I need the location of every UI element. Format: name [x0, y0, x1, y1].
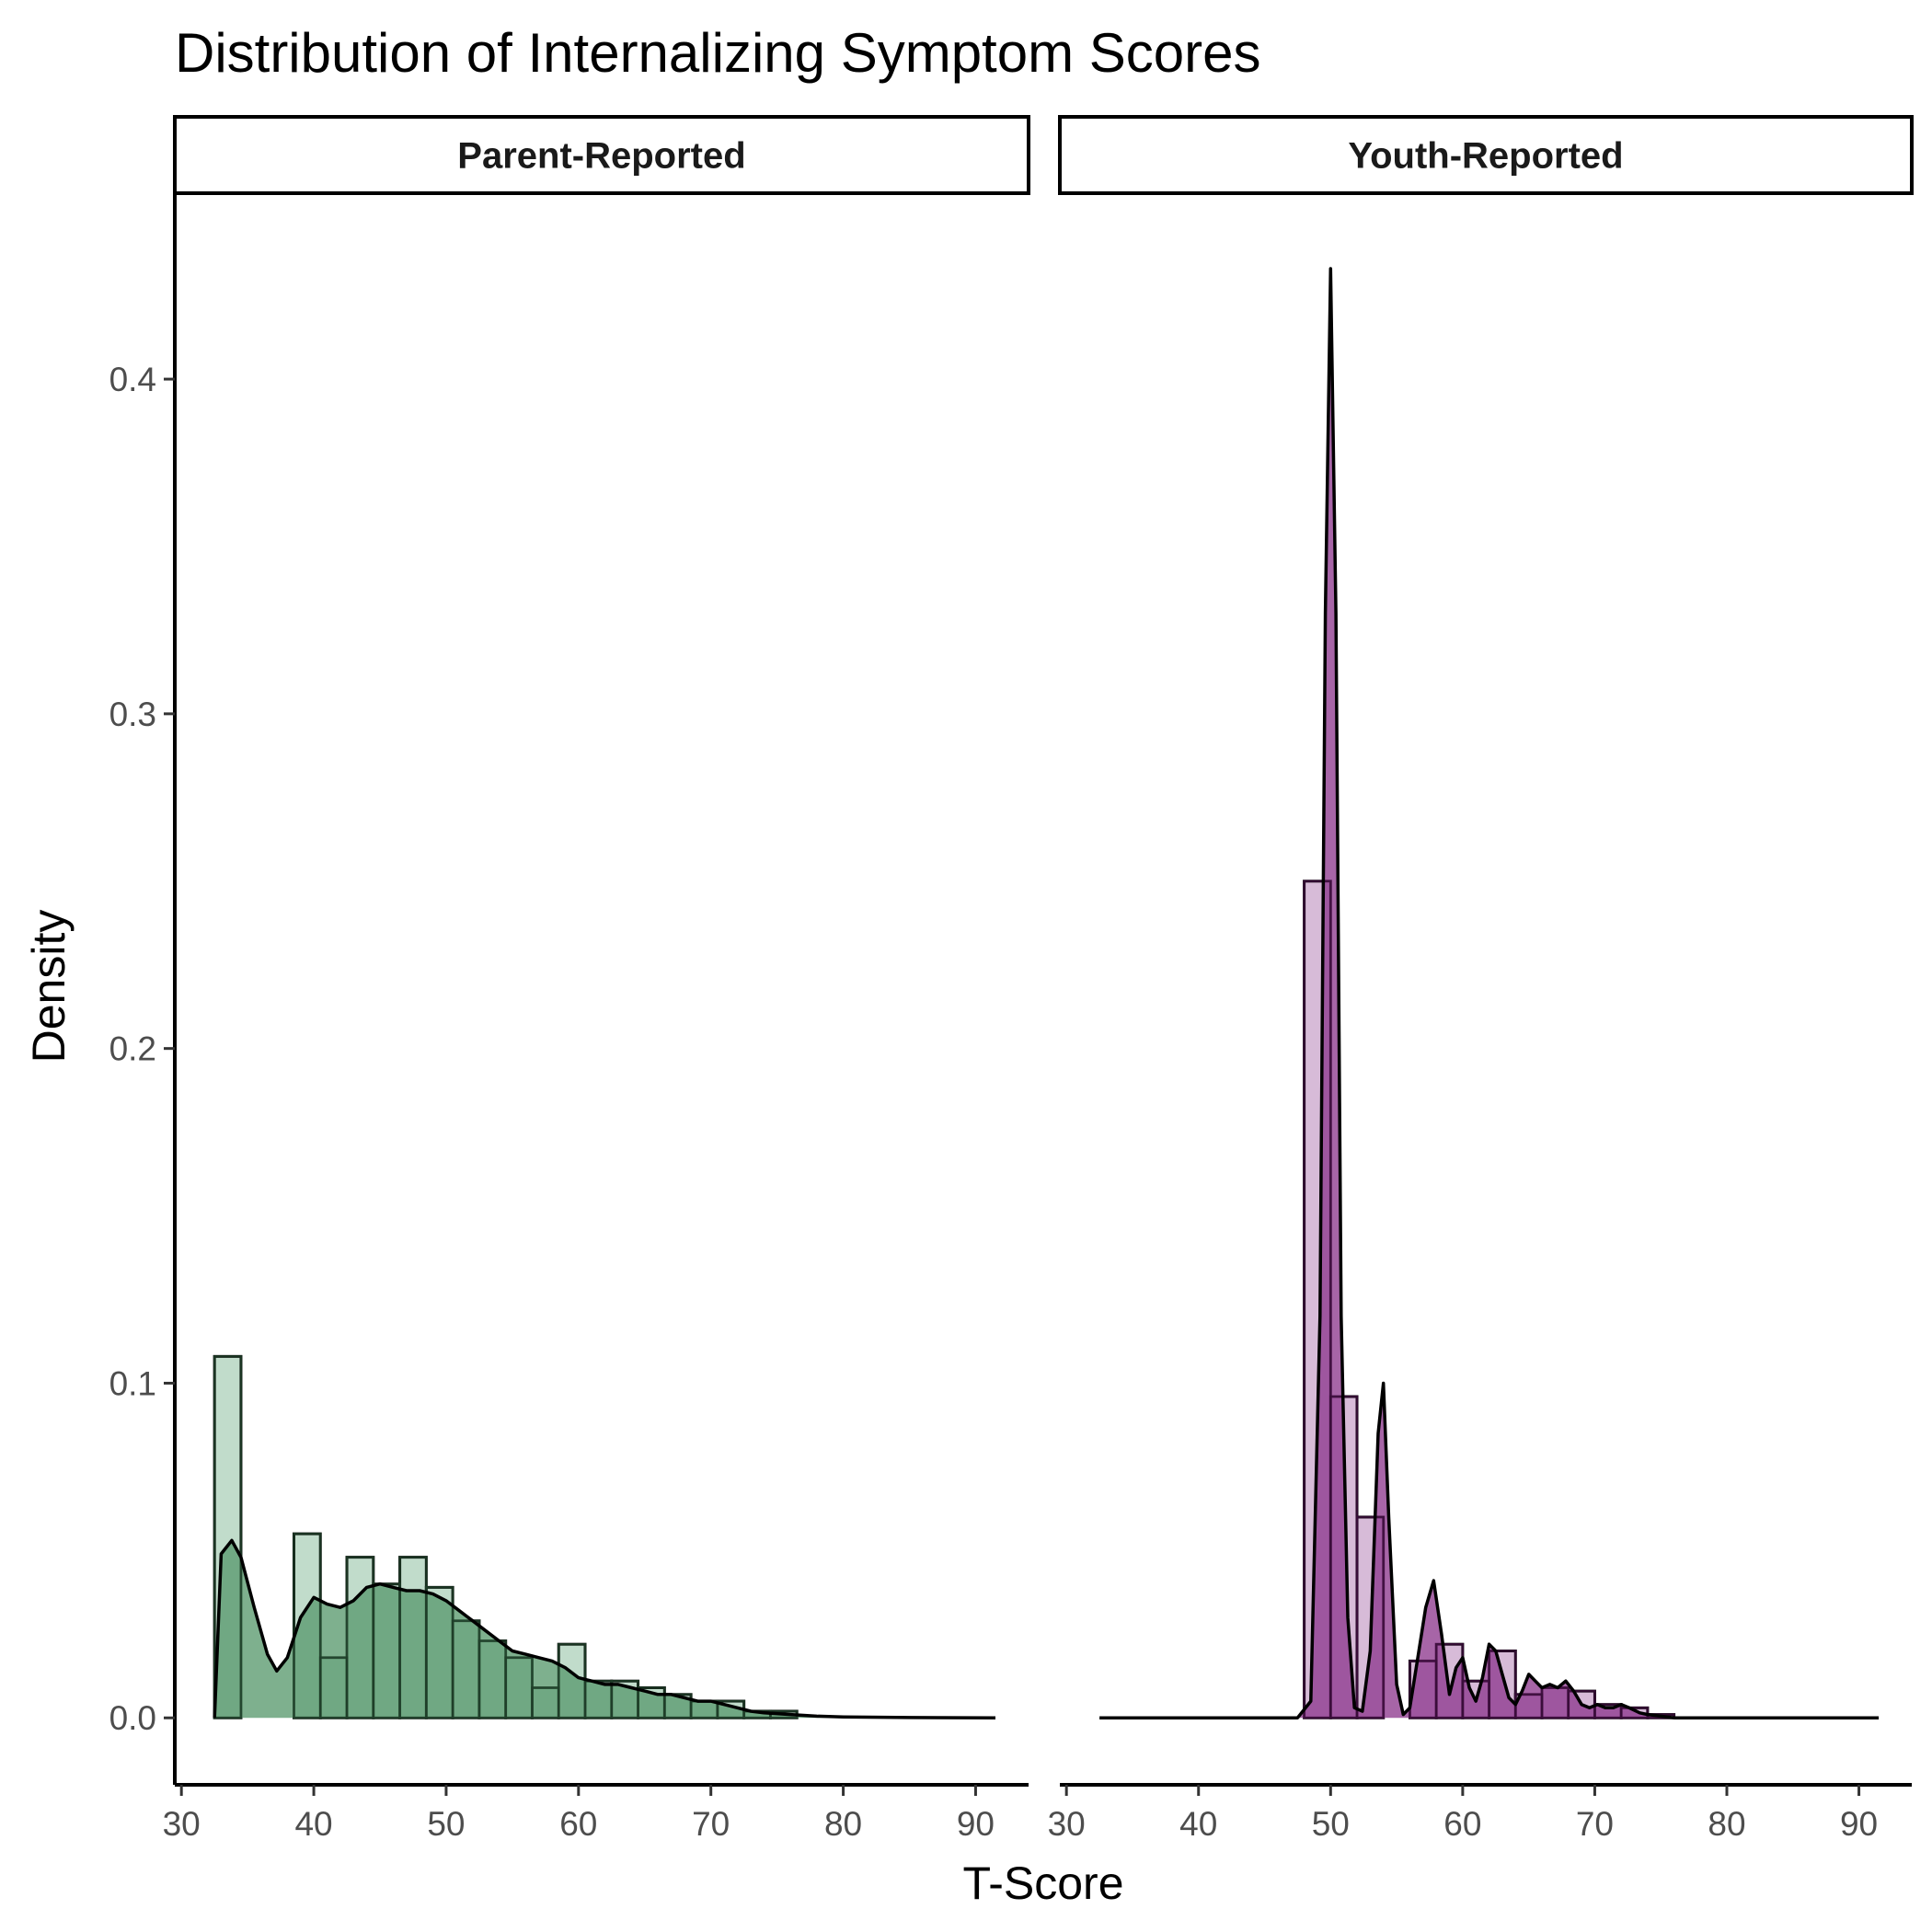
histogram-bar-outline [1488, 1650, 1517, 1719]
density-line [213, 1538, 996, 1719]
facet-strip-label: Youth-Reported [1348, 136, 1623, 177]
facet-strip-label: Parent-Reported [457, 136, 745, 177]
x-tick-label: 80 [824, 1805, 862, 1843]
facet-strip [1058, 115, 1914, 195]
panel-parent-reported: Parent-Reported 30 40 50 60 70 80 90 0.0 0.1 0.2 0.… [109, 115, 1030, 1843]
x-tick-label: 90 [1840, 1805, 1878, 1843]
density-line [1099, 267, 1880, 1719]
histogram-bar-outline [1619, 1707, 1650, 1719]
histogram-bar-outline [1303, 880, 1332, 1719]
x-tick-label: 40 [294, 1805, 332, 1843]
density-area [214, 1540, 995, 1719]
y-axis-title: Density [23, 910, 75, 1064]
density-area [1099, 269, 1880, 1719]
y-tick-label: 0.4 [109, 361, 156, 398]
x-tick-label: 60 [559, 1805, 597, 1843]
x-tick-label: 50 [1312, 1805, 1350, 1843]
x-tick-label: 70 [692, 1805, 730, 1843]
x-tick-label: 90 [957, 1805, 995, 1843]
x-tick-label: 40 [1179, 1805, 1217, 1843]
chart-title: Distribution of Internalizing Symptom Sc… [175, 22, 1261, 84]
x-tick-label: 80 [1708, 1805, 1745, 1843]
histogram-bar-outline [293, 1532, 322, 1719]
x-tick-label: 30 [1048, 1805, 1086, 1843]
x-tick-label: 50 [427, 1805, 465, 1843]
histogram-bar-outline [1355, 1515, 1385, 1719]
x-tick-label: 30 [163, 1805, 201, 1843]
x-tick-label: 70 [1576, 1805, 1614, 1843]
y-tick-label: 0.3 [109, 696, 156, 733]
x-axis-title: T-Score [962, 1857, 1123, 1909]
y-tick-label: 0.2 [109, 1030, 156, 1068]
panel-youth-reported: Youth-Reported 30 40 50 60 70 80 90 [1048, 115, 1914, 1843]
y-tick-label: 0.1 [109, 1364, 156, 1402]
y-tick-label: 0.0 [109, 1699, 156, 1737]
histogram-bar-outline [1646, 1713, 1675, 1719]
x-tick-label: 60 [1443, 1805, 1481, 1843]
histogram-bar-outline [213, 1355, 243, 1719]
facet-strip [173, 115, 1030, 195]
